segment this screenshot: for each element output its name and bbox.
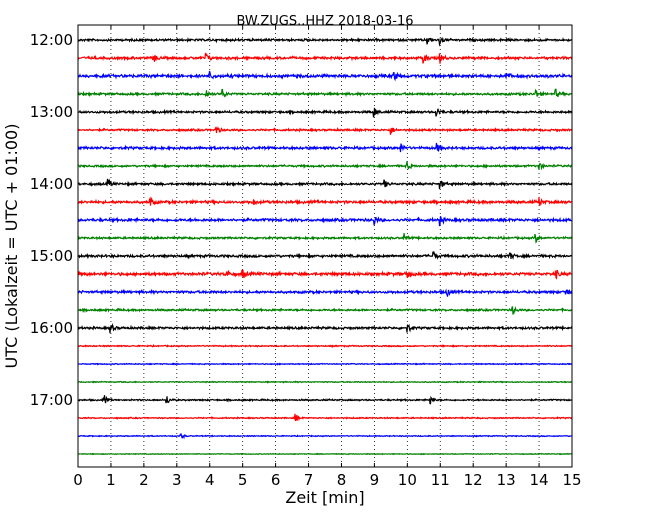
trace-1415: [77, 196, 573, 206]
x-tick-label: 2: [139, 471, 149, 489]
x-axis-ticks: 0 1 2 3 4 5 6 7 8 9 10 11 12 13 14 15: [73, 25, 582, 489]
seismic-traces: [77, 36, 573, 456]
x-tick-label: 0: [73, 471, 83, 489]
plot-frame: [77, 24, 573, 468]
trace-1730: [77, 433, 573, 440]
trace-1215: [77, 52, 573, 64]
y-tick-label: 13:00: [30, 103, 73, 121]
trace-1500: [77, 251, 573, 260]
x-axis-label: Zeit [min]: [285, 488, 364, 507]
y-axis-label: UTC (Lokalzeit = UTC + 01:00): [2, 124, 21, 369]
x-tick-label: 6: [271, 471, 281, 489]
trace-1400: [77, 178, 573, 190]
x-tick-label: 1: [106, 471, 116, 489]
y-axis-ticks: 12:00 13:00 14:00 15:00 16:00 17:00: [30, 31, 572, 409]
y-tick-label: 14:00: [30, 175, 73, 193]
y-tick-label: 16:00: [30, 319, 73, 337]
trace-1515: [77, 269, 573, 280]
trace-1630: [77, 362, 572, 366]
x-tick-label: 10: [398, 471, 417, 489]
trace-1745: [77, 452, 573, 456]
trace-1700: [77, 395, 573, 405]
x-tick-label: 12: [464, 471, 483, 489]
trace-1345: [77, 161, 573, 171]
trace-1315: [77, 126, 573, 135]
trace-1645: [77, 380, 573, 384]
trace-1200: [77, 36, 573, 47]
x-tick-label: 15: [562, 471, 581, 489]
trace-1330: [77, 142, 573, 153]
chart-title: BW.ZUGS..HHZ 2018-03-16: [236, 14, 413, 29]
x-tick-label: 9: [370, 471, 380, 489]
x-tick-label: 3: [172, 471, 182, 489]
trace-1545: [77, 306, 573, 315]
trace-1230: [77, 70, 573, 82]
trace-1430: [77, 216, 573, 227]
trace-1445: [77, 233, 573, 244]
y-tick-label: 15:00: [30, 247, 73, 265]
y-tick-label: 12:00: [30, 31, 73, 49]
x-tick-label: 4: [205, 471, 215, 489]
vertical-gridlines: [110, 25, 540, 467]
trace-1600: [77, 323, 573, 334]
trace-1530: [77, 288, 573, 297]
x-tick-label: 13: [497, 471, 516, 489]
trace-1715: [77, 413, 573, 422]
x-tick-label: 14: [530, 471, 549, 489]
x-tick-label: 5: [238, 471, 248, 489]
x-tick-label: 11: [431, 471, 450, 489]
x-tick-label: 7: [304, 471, 314, 489]
trace-1245: [77, 88, 573, 98]
trace-1615: [77, 343, 573, 348]
trace-1300: [77, 107, 573, 118]
y-tick-label: 17:00: [30, 391, 73, 409]
x-tick-label: 8: [337, 471, 347, 489]
